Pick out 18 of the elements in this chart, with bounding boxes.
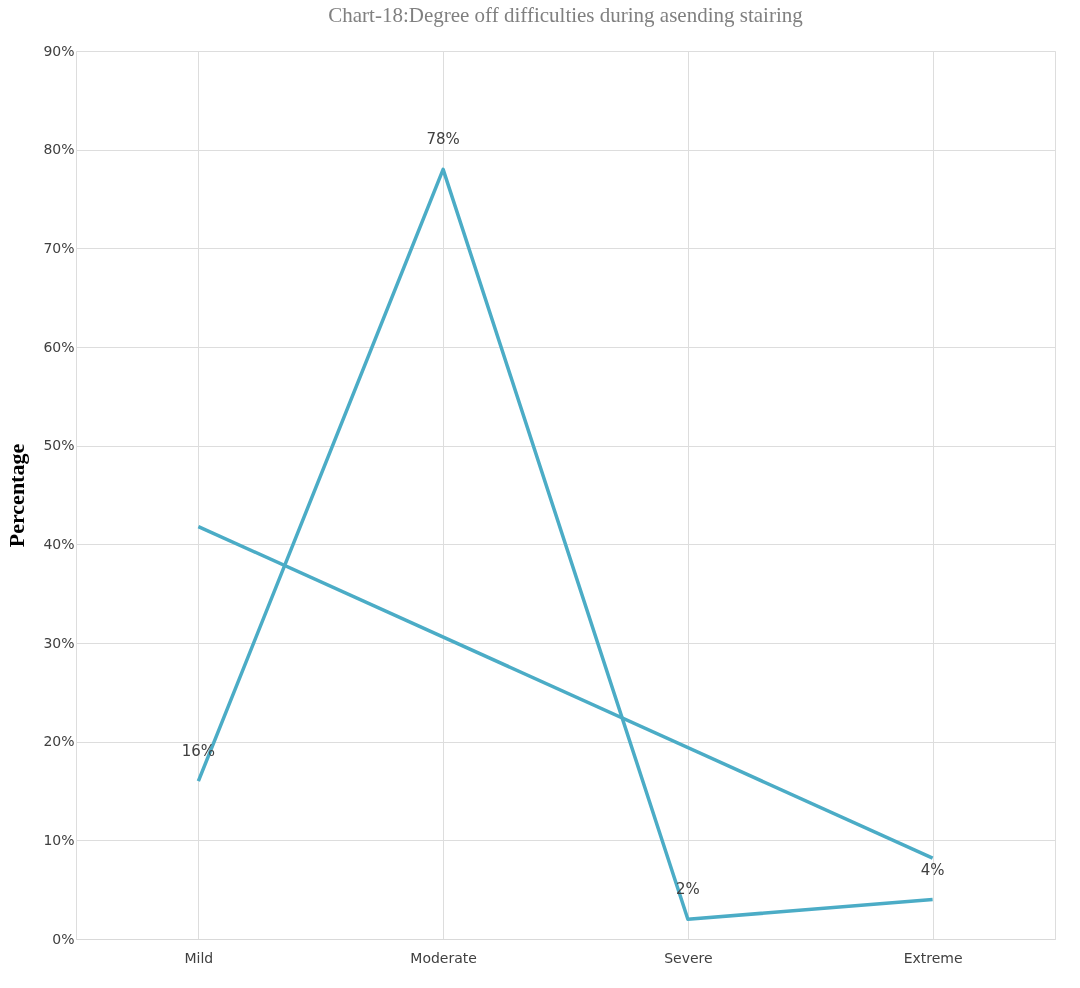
x-tick-label: Mild	[184, 949, 214, 966]
y-tick-label: 10%	[43, 831, 75, 848]
y-axis-title: Percentage	[4, 443, 30, 548]
data-label: 78%	[426, 130, 460, 149]
y-tick-label: 60%	[43, 338, 75, 355]
x-tick-label: Moderate	[410, 949, 477, 966]
chart-title: Chart-18:Degree off difficulties during asending stairing	[328, 3, 804, 27]
y-tick-label: 50%	[43, 437, 75, 454]
x-tick-label: Extreme	[903, 949, 963, 966]
y-tick-label: 90%	[43, 42, 75, 59]
y-tick-label: 40%	[43, 535, 75, 552]
y-tick-label: 80%	[43, 141, 75, 158]
x-tick-label: Severe	[664, 949, 713, 966]
data-label: 4%	[920, 860, 945, 879]
y-tick-label: 70%	[43, 239, 75, 256]
y-tick-label: 30%	[43, 634, 75, 651]
y-tick-label: 20%	[43, 733, 75, 750]
y-tick-label: 0%	[52, 930, 75, 947]
